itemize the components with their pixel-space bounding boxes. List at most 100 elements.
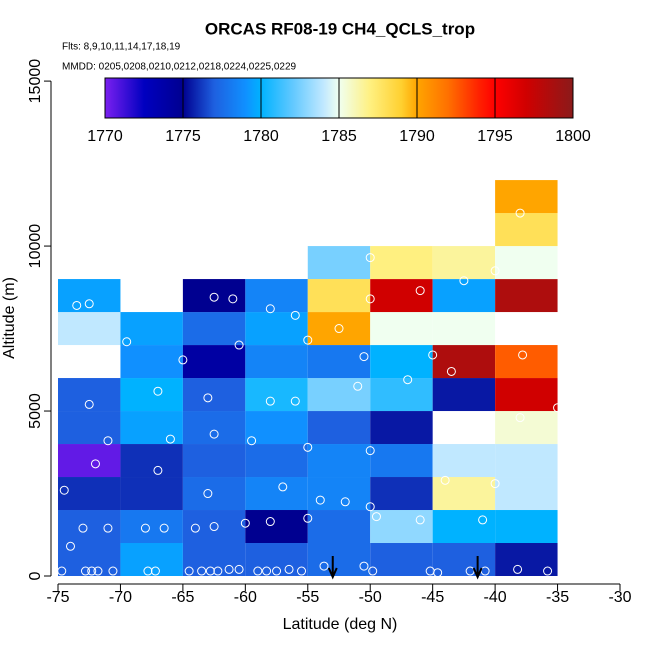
x-tick-label: -60 bbox=[234, 589, 257, 606]
sample-point bbox=[359, 352, 369, 362]
sample-point bbox=[59, 485, 69, 495]
y-tick-label: 15000 bbox=[27, 59, 44, 104]
heatmap-cell bbox=[245, 378, 308, 412]
heatmap-cell bbox=[307, 378, 371, 412]
x-tick-label: -45 bbox=[421, 589, 444, 606]
heatmap-cell bbox=[307, 246, 371, 280]
y-axis-label: Altitude (m) bbox=[1, 277, 18, 359]
heatmap-cell bbox=[370, 543, 433, 576]
sample-point bbox=[290, 310, 300, 320]
sample-point bbox=[87, 566, 97, 576]
sample-point bbox=[153, 386, 163, 396]
heatmap-cell bbox=[120, 477, 183, 511]
colorbar-tick-label: 1795 bbox=[477, 128, 513, 145]
chart-title: ORCAS RF08-19 CH4_QCLS_trop bbox=[205, 19, 475, 38]
sample-point bbox=[184, 566, 194, 576]
sample-point bbox=[365, 253, 375, 263]
heatmap-cell bbox=[307, 510, 371, 544]
sample-point bbox=[315, 495, 325, 505]
heatmap-cell bbox=[307, 477, 371, 511]
sample-point bbox=[197, 566, 207, 576]
sample-point bbox=[265, 396, 275, 406]
heatmap-cell bbox=[120, 411, 183, 445]
colorbar-tick-label: 1790 bbox=[399, 128, 435, 145]
arrow bbox=[472, 556, 483, 580]
heatmap-cell bbox=[245, 543, 308, 576]
heatmap-cell bbox=[307, 411, 371, 445]
heatmap-cell bbox=[495, 378, 558, 412]
sample-point bbox=[65, 541, 75, 551]
heatmap-cell bbox=[182, 279, 246, 313]
y-tick-label: 10000 bbox=[27, 224, 44, 269]
heatmap-cell bbox=[307, 345, 371, 379]
sample-point bbox=[209, 292, 219, 302]
heatmap-cell bbox=[182, 312, 246, 346]
sample-point bbox=[190, 523, 200, 533]
sample-point bbox=[433, 568, 443, 578]
heatmap-cell bbox=[182, 444, 246, 478]
colorbar-tick-label: 1770 bbox=[87, 128, 123, 145]
heatmap-cell bbox=[495, 279, 558, 313]
heatmap-cell bbox=[120, 510, 183, 544]
heatmap-cell bbox=[432, 444, 496, 478]
sample-point bbox=[205, 566, 215, 576]
sample-point bbox=[478, 515, 488, 525]
y-tick-label: 5000 bbox=[27, 393, 44, 429]
heatmap-cell bbox=[245, 279, 308, 313]
sample-point bbox=[415, 515, 425, 525]
sample-point bbox=[78, 523, 88, 533]
sample-point bbox=[490, 479, 500, 489]
sample-point bbox=[459, 276, 469, 286]
heatmap-cell bbox=[307, 312, 371, 346]
sample-point bbox=[57, 566, 67, 576]
heatmap-cell bbox=[58, 411, 121, 445]
heatmap-cell bbox=[495, 180, 558, 214]
heatmap-cell bbox=[370, 279, 433, 313]
heatmap-cell bbox=[58, 477, 121, 511]
heatmap-cell bbox=[495, 477, 558, 511]
sample-point bbox=[265, 517, 275, 527]
heatmap-cell bbox=[495, 543, 558, 576]
sample-point bbox=[103, 523, 113, 533]
sample-point bbox=[122, 337, 132, 347]
colorbar-tick-label: 1775 bbox=[165, 128, 201, 145]
sample-point bbox=[446, 366, 456, 376]
x-tick-label: -65 bbox=[171, 589, 194, 606]
sample-point bbox=[209, 522, 219, 532]
heatmap-cell bbox=[182, 510, 246, 544]
heatmap-cell bbox=[58, 279, 121, 313]
sample-point bbox=[93, 566, 103, 576]
heatmap-cell bbox=[182, 378, 246, 412]
x-tick-label: -35 bbox=[546, 589, 569, 606]
heatmap-cell bbox=[58, 378, 121, 412]
subtitle: Flts: 8,9,10,11,14,17,18,19 bbox=[62, 42, 181, 53]
heatmap-cell bbox=[182, 477, 246, 511]
sample-point bbox=[224, 564, 234, 574]
heatmap-cell bbox=[370, 246, 433, 280]
x-axis-label: Latitude (deg N) bbox=[283, 616, 398, 633]
sample-point bbox=[84, 299, 94, 309]
sample-point bbox=[178, 355, 188, 365]
sample-point bbox=[353, 381, 363, 391]
heatmap-cell bbox=[245, 411, 308, 445]
sample-point bbox=[303, 442, 313, 452]
sample-point bbox=[365, 294, 375, 304]
sample-point bbox=[365, 502, 375, 512]
heatmap-cell bbox=[307, 279, 371, 313]
sample-point bbox=[228, 294, 238, 304]
sample-point bbox=[543, 566, 553, 576]
heatmap-cell bbox=[245, 477, 308, 511]
sample-point bbox=[490, 266, 500, 276]
heatmap-cell bbox=[307, 543, 371, 576]
sample-point bbox=[368, 566, 378, 576]
sample-point bbox=[253, 566, 263, 576]
colorbar-tick-label: 1780 bbox=[243, 128, 279, 145]
x-tick-label: -70 bbox=[109, 589, 132, 606]
sample-point bbox=[319, 561, 329, 571]
sample-point bbox=[371, 512, 381, 522]
sample-point bbox=[518, 350, 528, 360]
x-tick-label: -50 bbox=[359, 589, 382, 606]
heatmap-cell bbox=[495, 246, 558, 280]
sample-point bbox=[108, 566, 118, 576]
